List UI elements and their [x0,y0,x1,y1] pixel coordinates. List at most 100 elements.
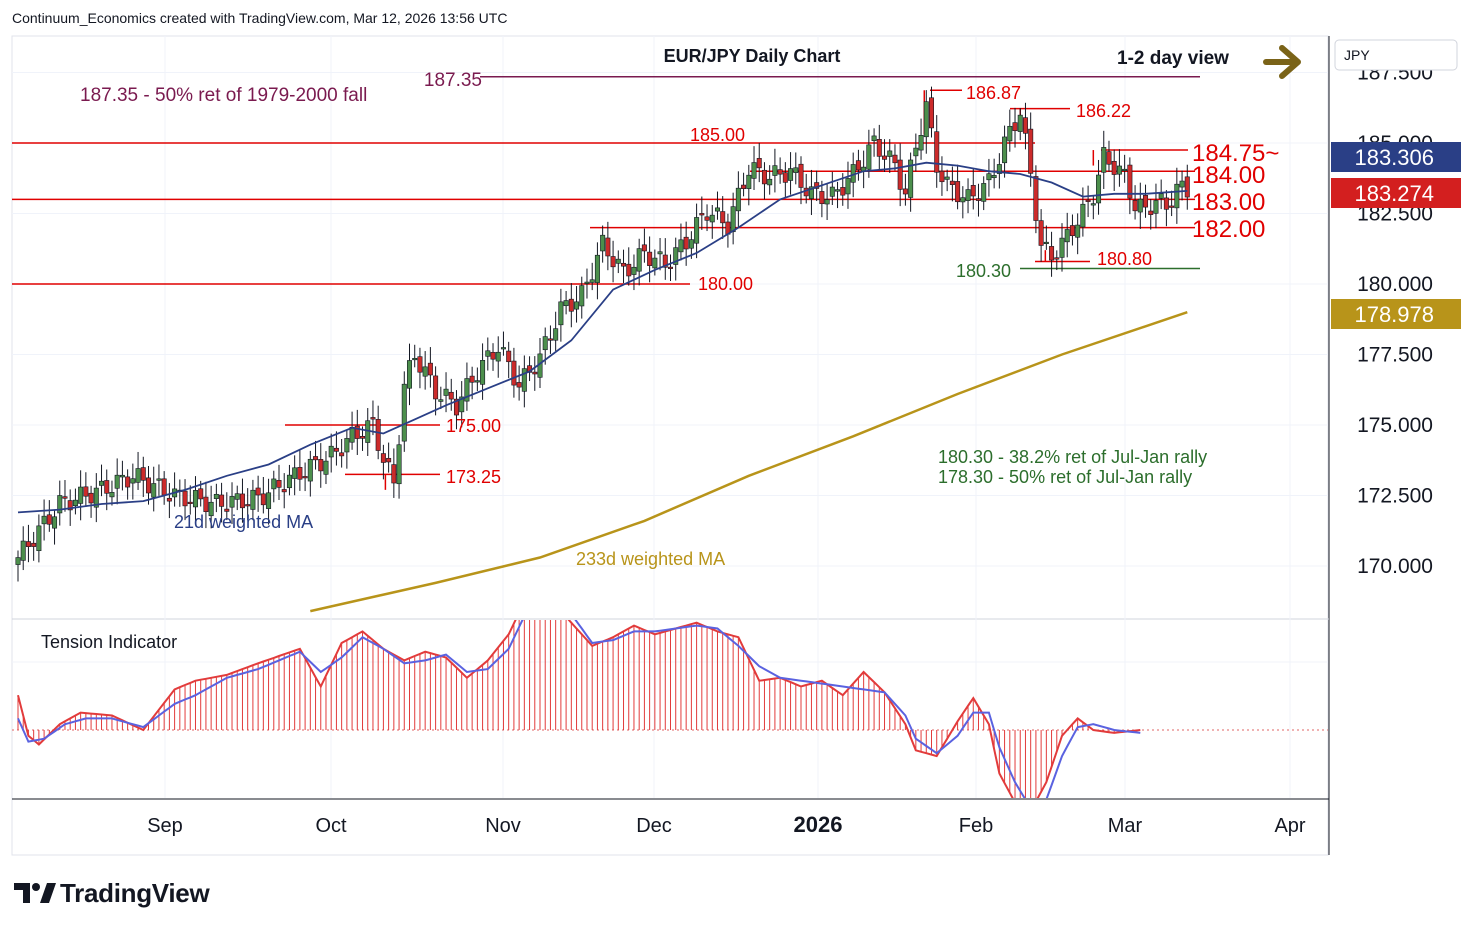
candle-up [495,351,501,362]
candle-down [67,500,73,511]
candle-up [229,496,235,508]
candle-down [104,480,110,494]
candle-down [1012,122,1018,132]
candle-up [563,300,569,307]
candle-up [459,396,465,413]
candle-up [678,239,684,253]
candle-down [1127,164,1133,199]
candle-up [965,189,971,201]
candle-up [808,186,814,199]
candle-up [793,167,799,173]
candle-up [109,492,115,498]
candle-up [250,489,256,510]
candle-up [396,444,402,485]
candle-down [547,338,553,341]
candle-down [939,170,945,183]
x-tick-label: Mar [1108,815,1143,837]
candle-down [219,494,225,507]
candle-up [996,164,1002,174]
candle-down [683,236,689,250]
candle-down [276,480,282,488]
candle-up [401,383,407,442]
candle-up [887,150,893,157]
candle-up [1122,168,1128,172]
candle-up [114,474,120,489]
candle-up [266,492,272,509]
candle-down [777,169,783,175]
candle-down [641,244,647,252]
time-axis: Sep Oct Nov Dec 2026 Feb Mar Apr [147,812,1306,837]
y-tick-label: 172.500 [1357,485,1433,508]
candle-up [480,360,486,385]
candle-up [328,445,334,458]
candle-up [615,258,621,264]
candle-down [375,419,381,451]
chart-title: EUR/JPY Daily Chart [664,46,841,66]
candle-down [1163,197,1169,210]
fib-annotation-187: 187.35 - 50% ret of 1979-2000 fall [80,85,367,106]
candle-down [31,542,37,547]
price-badges: 183.306 183.274 178.978 [1331,142,1461,329]
candle-up [443,388,449,396]
fib-annotation-38: 180.30 - 38.2% ret of Jul-Jan rally [938,447,1207,467]
candle-up [130,478,136,484]
candle-down [975,198,981,201]
level-label: 184.75~ [1192,140,1279,167]
candle-down [46,514,52,525]
candle-up [1137,198,1143,213]
candle-up [788,168,794,181]
candle-up [192,490,198,508]
candle-up [208,501,214,517]
candle-down [955,181,961,203]
candle-up [422,366,428,377]
candle-down [1054,257,1060,260]
candle-down [667,266,673,269]
candle-up [694,217,700,244]
candle-up [1064,229,1070,243]
candle-up [688,239,694,249]
candle-down [386,457,392,463]
tradingview-logo[interactable]: TradingView [14,876,210,910]
candle-down [1085,199,1091,202]
candle-down [626,263,632,277]
candle-up [730,206,736,233]
candle-down [453,398,459,416]
candle-down [605,237,611,257]
candle-up [286,474,292,489]
candle-up [72,499,78,507]
candle-down [1148,210,1154,215]
x-tick-label: Feb [959,815,993,837]
candle-down [360,435,366,439]
candle-up [923,101,929,138]
candle-up [323,460,329,475]
candle-down [1184,176,1190,198]
candle-up [99,480,105,486]
candle-down [970,185,976,197]
candle-down [198,488,204,500]
candle-down [380,453,386,463]
candle-up [673,247,679,265]
level-label: 187.35 [424,70,482,91]
candle-up [135,468,141,483]
tradingview-wordmark: TradingView [60,877,210,908]
candlesticks [15,86,1190,582]
candle-up [835,189,841,192]
x-tick-label: 2026 [794,812,843,837]
candle-down [1169,205,1175,208]
view-label: 1-2 day view [1117,48,1229,69]
y-tick-label: 180.000 [1357,273,1433,296]
candle-up [78,486,84,504]
x-tick-label: Dec [636,815,672,837]
candle-up [918,135,924,151]
level-label: 173.25 [446,467,501,487]
currency-button[interactable]: JPY [1334,39,1458,71]
candle-up [772,165,778,176]
fib-annotation-50: 178.30 - 50% ret of Jul-Jan rally [938,467,1192,487]
candle-up [1075,224,1081,238]
candle-down [182,490,188,507]
candle-down [621,262,627,267]
candle-down [88,492,94,504]
tradingview-logo-icon [14,883,56,903]
candle-up [553,328,559,341]
